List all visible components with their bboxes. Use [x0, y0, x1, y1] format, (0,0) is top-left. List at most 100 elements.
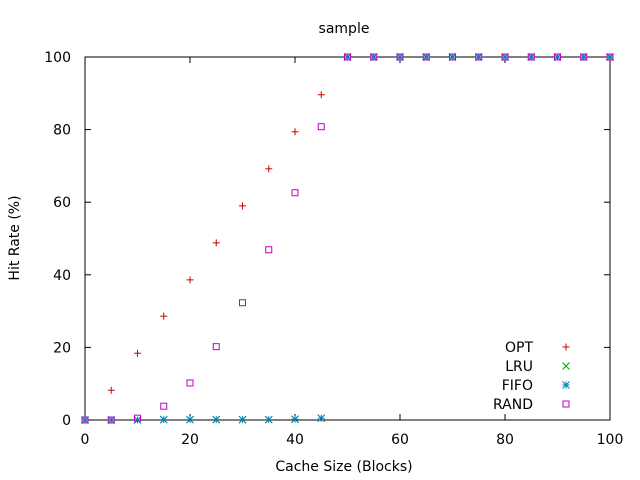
legend-marker-lru-stroke — [562, 362, 570, 370]
rand-point-stroke — [160, 402, 168, 410]
opt-point — [291, 128, 299, 136]
legend-label-lru: LRU — [505, 359, 533, 375]
series-rand — [81, 53, 614, 424]
fifo-point — [264, 415, 273, 424]
legend-label-fifo: FIFO — [502, 378, 533, 394]
rand-point-stroke — [265, 246, 273, 254]
rand-point-stroke — [580, 53, 588, 61]
opt-point — [239, 202, 246, 210]
rand-point-stroke — [422, 53, 430, 61]
fifo-point — [501, 53, 509, 61]
fifo-point-stroke — [474, 53, 483, 61]
rand-point-stroke — [344, 53, 351, 61]
fifo-point-stroke — [186, 415, 194, 424]
y-tick-label: 100 — [44, 50, 71, 66]
fifo-point — [291, 415, 299, 424]
rand-point-stroke — [370, 53, 378, 61]
legend-marker-fifo-stroke — [562, 381, 570, 389]
rand-point-stroke — [527, 53, 535, 61]
fifo-point-stroke — [343, 53, 352, 61]
y-tick-label: 80 — [53, 123, 71, 139]
rand-point-stroke — [239, 299, 246, 307]
series-opt — [81, 53, 614, 424]
rand-point — [212, 343, 220, 351]
rand-point — [265, 246, 273, 254]
fifo-point — [396, 53, 404, 61]
x-tick-label: 20 — [181, 432, 199, 448]
fifo-point-stroke — [448, 53, 457, 61]
fifo-point — [527, 53, 536, 61]
series-lru — [81, 53, 614, 424]
legend-marker-fifo — [562, 381, 570, 389]
fifo-point — [606, 53, 614, 61]
fifo-point-stroke — [133, 416, 142, 424]
rand-point — [396, 53, 404, 61]
fifo-point-stroke — [317, 414, 326, 423]
rand-point — [370, 53, 378, 61]
x-tick-label: 100 — [597, 432, 624, 448]
rand-point-stroke — [107, 416, 115, 424]
x-tick-label: 60 — [391, 432, 409, 448]
chart-title: sample — [319, 21, 370, 37]
rand-point — [134, 414, 141, 422]
opt-point — [317, 91, 325, 99]
opt-point — [134, 349, 141, 357]
rand-point — [501, 53, 509, 61]
rand-point — [554, 53, 561, 61]
rand-point — [317, 123, 325, 131]
y-tick-label: 60 — [53, 195, 71, 211]
fifo-point-stroke — [107, 416, 116, 424]
legend-label-rand: RAND — [493, 397, 533, 413]
rand-point — [107, 416, 115, 424]
opt-point — [160, 312, 168, 320]
fifo-point — [159, 415, 168, 424]
rand-point-stroke — [554, 53, 561, 61]
fifo-point — [81, 416, 89, 424]
x-tick-label: 0 — [81, 432, 90, 448]
fifo-point — [553, 53, 562, 61]
rand-point-stroke — [212, 343, 220, 351]
fifo-point-stroke — [422, 53, 431, 61]
rand-point-stroke — [291, 189, 299, 197]
legend-marker-rand — [562, 400, 570, 408]
fifo-point-stroke — [291, 415, 299, 424]
fifo-point-stroke — [606, 53, 614, 61]
legend: OPT LRU FIFO RAND — [493, 340, 570, 413]
fifo-point-stroke — [159, 415, 168, 424]
fifo-point — [343, 53, 352, 61]
y-tick-label: 0 — [62, 413, 71, 429]
fifo-point — [369, 53, 378, 61]
y-axis-label: Hit Rate (%) — [7, 195, 23, 280]
y-tick-label: 20 — [53, 340, 71, 356]
rand-point — [160, 402, 168, 410]
rand-point — [422, 53, 430, 61]
legend-marker-lru — [562, 362, 570, 370]
legend-label-opt: OPT — [505, 340, 533, 356]
rand-point — [475, 53, 483, 61]
rand-point-stroke — [81, 416, 89, 424]
fifo-point — [238, 415, 247, 424]
fifo-point-stroke — [238, 415, 247, 424]
fifo-point-stroke — [579, 53, 588, 61]
rand-point — [580, 53, 588, 61]
rand-point — [344, 53, 351, 61]
rand-point-stroke — [396, 53, 404, 61]
axis-ticks: 0 20 40 60 80 100 0 20 40 60 80 100 — [44, 50, 623, 448]
fifo-point — [579, 53, 588, 61]
fifo-point — [422, 53, 431, 61]
rand-point — [606, 53, 614, 61]
rand-point — [81, 416, 89, 424]
rand-point — [449, 53, 456, 61]
fifo-point-stroke — [396, 53, 404, 61]
rand-point-stroke — [134, 414, 141, 422]
fifo-point-stroke — [212, 415, 221, 424]
rand-point-stroke — [501, 53, 509, 61]
fifo-point — [317, 414, 326, 423]
rand-point-stroke — [449, 53, 456, 61]
opt-point — [212, 239, 220, 247]
opt-point — [265, 165, 273, 173]
rand-point-stroke — [317, 123, 325, 131]
fifo-point-stroke — [369, 53, 378, 61]
data-series — [81, 53, 614, 424]
